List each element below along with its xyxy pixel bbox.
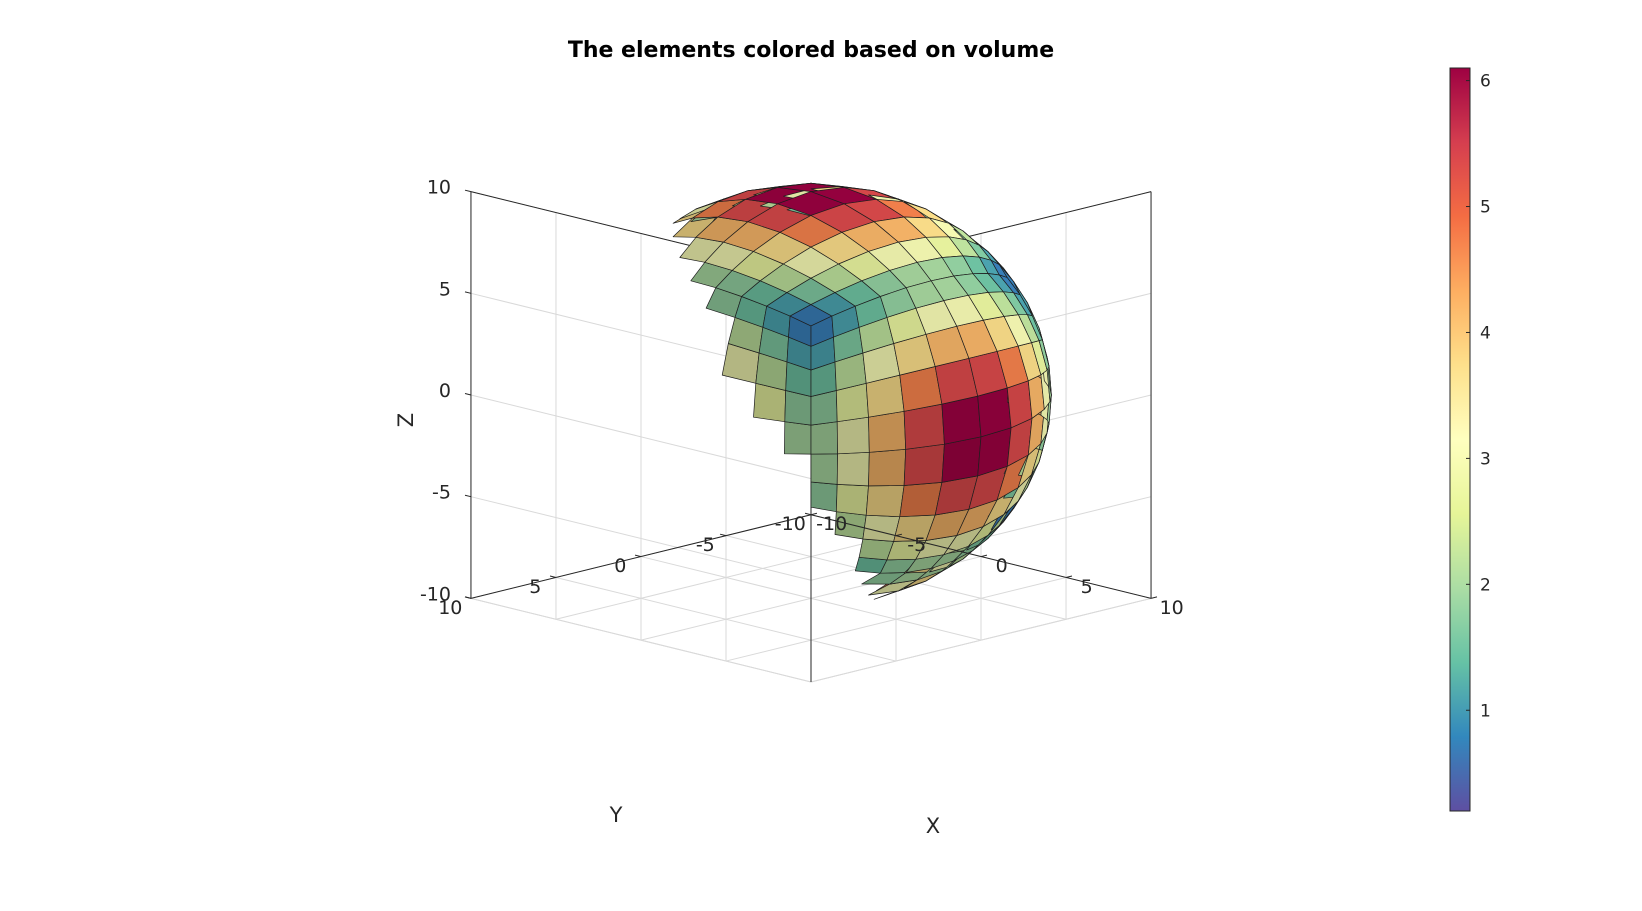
colorbar-tick-label: 4 [1480, 323, 1491, 343]
mesh-element [836, 451, 870, 487]
mesh-element [862, 514, 901, 542]
mesh-element [810, 481, 838, 513]
colorbar: 1 2 3 4 5 6 [1449, 67, 1491, 812]
x-tick-mark [1150, 596, 1158, 599]
y-tick-label: -10 [775, 513, 806, 535]
colorbar-tick-label: 5 [1480, 198, 1491, 218]
z-tick-label: -10 [420, 583, 451, 605]
chart-title: The elements colored based on volume [568, 38, 1054, 63]
z-tick-label: 0 [439, 380, 451, 402]
colorbar-tick-label: 6 [1480, 72, 1491, 92]
colorbar-tick-label: 3 [1480, 449, 1491, 469]
z-tick-mark [464, 596, 472, 599]
x-tick-label: 5 [1081, 576, 1093, 598]
y-tick-label: 0 [614, 555, 626, 577]
colorbar-gradient [1449, 67, 1471, 812]
y-tick-mark [719, 533, 727, 537]
x-tick-mark [980, 554, 988, 558]
mesh-element [865, 485, 905, 518]
mesh-element [1013, 281, 1033, 316]
x-tick-label: 0 [996, 555, 1008, 577]
colorbar-tick-label: 1 [1480, 701, 1491, 721]
z-tick-mark [464, 393, 472, 396]
y-tick-mark [549, 575, 557, 578]
mesh-element [784, 421, 812, 455]
grid-line [470, 394, 812, 480]
mesh-element [868, 448, 907, 487]
x-tick-mark [810, 512, 818, 516]
x-axis-label: X [926, 814, 940, 838]
x-tick-label: -5 [907, 534, 926, 556]
mesh-element [903, 443, 945, 486]
mesh-element [836, 416, 870, 455]
grid-line [810, 597, 1152, 683]
sphere-mesh [672, 182, 1052, 600]
x-tick-label: 10 [1160, 597, 1184, 619]
colorbar-ticks: 1 2 3 4 5 6 [1466, 72, 1491, 721]
mesh-element [941, 395, 982, 445]
y-tick-mark [634, 554, 642, 558]
x-tick-mark [895, 533, 903, 537]
z-tick-label: 5 [439, 278, 451, 300]
y-tick-label: 5 [529, 576, 541, 598]
mesh-element [835, 484, 869, 516]
colorbar-tick-label: 2 [1480, 575, 1491, 595]
y-tick-label: -5 [696, 534, 715, 556]
grid-line [470, 496, 812, 581]
z-tick-mark [464, 189, 472, 193]
mesh-element [810, 421, 838, 455]
grid-line [470, 597, 812, 683]
z-tick-mark [464, 291, 472, 294]
x-tick-label: -10 [816, 513, 847, 535]
y-tick-label: 10 [438, 597, 462, 619]
y-tick-mark [804, 512, 812, 516]
z-tick-mark [464, 494, 472, 498]
mesh-element [810, 453, 838, 485]
mesh-element [868, 410, 907, 453]
mesh-element [977, 387, 1012, 438]
x-tick-mark [1065, 575, 1073, 578]
z-tick-label: 10 [427, 177, 451, 199]
y-axis-label: Y [609, 803, 623, 827]
z-axis-label: Z [394, 413, 418, 427]
z-tick-label: -5 [432, 482, 451, 504]
grid-line [555, 576, 897, 662]
mesh-element [903, 403, 945, 450]
